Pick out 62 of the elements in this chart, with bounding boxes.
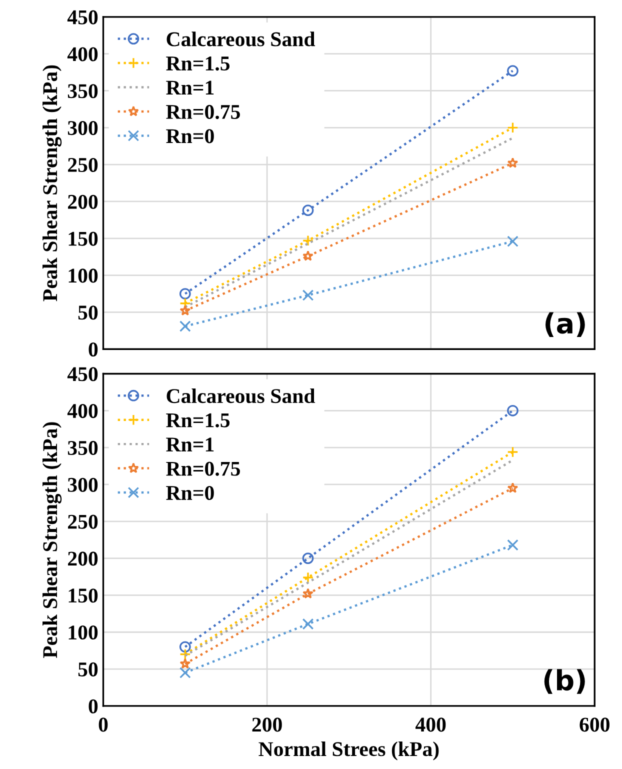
y-tick-label: 400 — [67, 47, 98, 62]
y-axis-title: Peak Shear Strength (kPa) — [42, 422, 62, 658]
legend-label: Rn=1 — [166, 438, 214, 452]
legend-label: Rn=1 — [166, 80, 214, 95]
x-tick-label: 600 — [580, 718, 610, 732]
y-tick-label: 350 — [68, 84, 98, 98]
annotation: (b) — [544, 669, 585, 694]
legend-label: Calcareous Sand — [166, 32, 316, 46]
point — [302, 588, 314, 598]
y-tick-label: 450 — [67, 10, 98, 24]
legend-label: Rn=0.75 — [166, 104, 240, 120]
legend-label: Rn=1.5 — [166, 413, 230, 428]
y-tick-label: 200 — [68, 194, 98, 209]
annotation: (a) — [546, 312, 585, 338]
point — [302, 290, 314, 301]
point — [507, 482, 518, 493]
legend-label: Calcareous Sand — [166, 388, 316, 404]
y-tick-label: 400 — [67, 404, 98, 418]
point — [179, 288, 191, 300]
point — [507, 539, 518, 551]
y-tick-label: 300 — [68, 121, 98, 136]
y-tick-label: 350 — [68, 440, 98, 455]
point — [302, 572, 314, 584]
x-tick-label: 200 — [252, 718, 282, 732]
point — [180, 305, 191, 316]
point — [507, 122, 518, 134]
legend-label: Rn=0.75 — [166, 462, 240, 476]
point — [179, 648, 191, 660]
point — [507, 404, 518, 416]
point — [302, 552, 314, 564]
point — [507, 65, 518, 77]
x-axis-title: Normal Strees (kPa) — [258, 742, 439, 760]
point — [302, 618, 314, 630]
point — [507, 446, 518, 458]
y-tick-label: 0 — [88, 699, 98, 714]
x-tick-label: 0 — [98, 718, 108, 732]
y-tick-label: 150 — [68, 588, 98, 603]
legend-label: Rn=0 — [166, 486, 214, 500]
y-tick-label: 50 — [78, 662, 98, 676]
y-tick-label: 100 — [68, 268, 98, 283]
x-tick-label: 400 — [416, 718, 446, 732]
y-tick-label: 250 — [68, 158, 98, 172]
point — [302, 234, 314, 246]
point — [302, 250, 314, 261]
point — [179, 641, 191, 653]
y-tick-label: 300 — [68, 478, 98, 492]
legend-label: Rn=0 — [166, 129, 214, 144]
point — [507, 236, 518, 248]
y-tick-label: 100 — [68, 625, 98, 640]
legend-label: Rn=1.5 — [166, 56, 230, 71]
y-tick-label: 0 — [88, 342, 98, 357]
y-axis-title: Peak Shear Strength (kPa) — [42, 65, 62, 302]
point — [302, 204, 314, 216]
y-tick-label: 50 — [78, 306, 98, 320]
point — [507, 157, 518, 168]
point — [180, 658, 191, 669]
y-tick-label: 150 — [68, 232, 98, 246]
point — [179, 320, 191, 332]
y-tick-label: 250 — [68, 514, 98, 529]
y-tick-label: 200 — [68, 552, 98, 566]
point — [179, 667, 191, 678]
y-tick-label: 450 — [67, 367, 98, 382]
